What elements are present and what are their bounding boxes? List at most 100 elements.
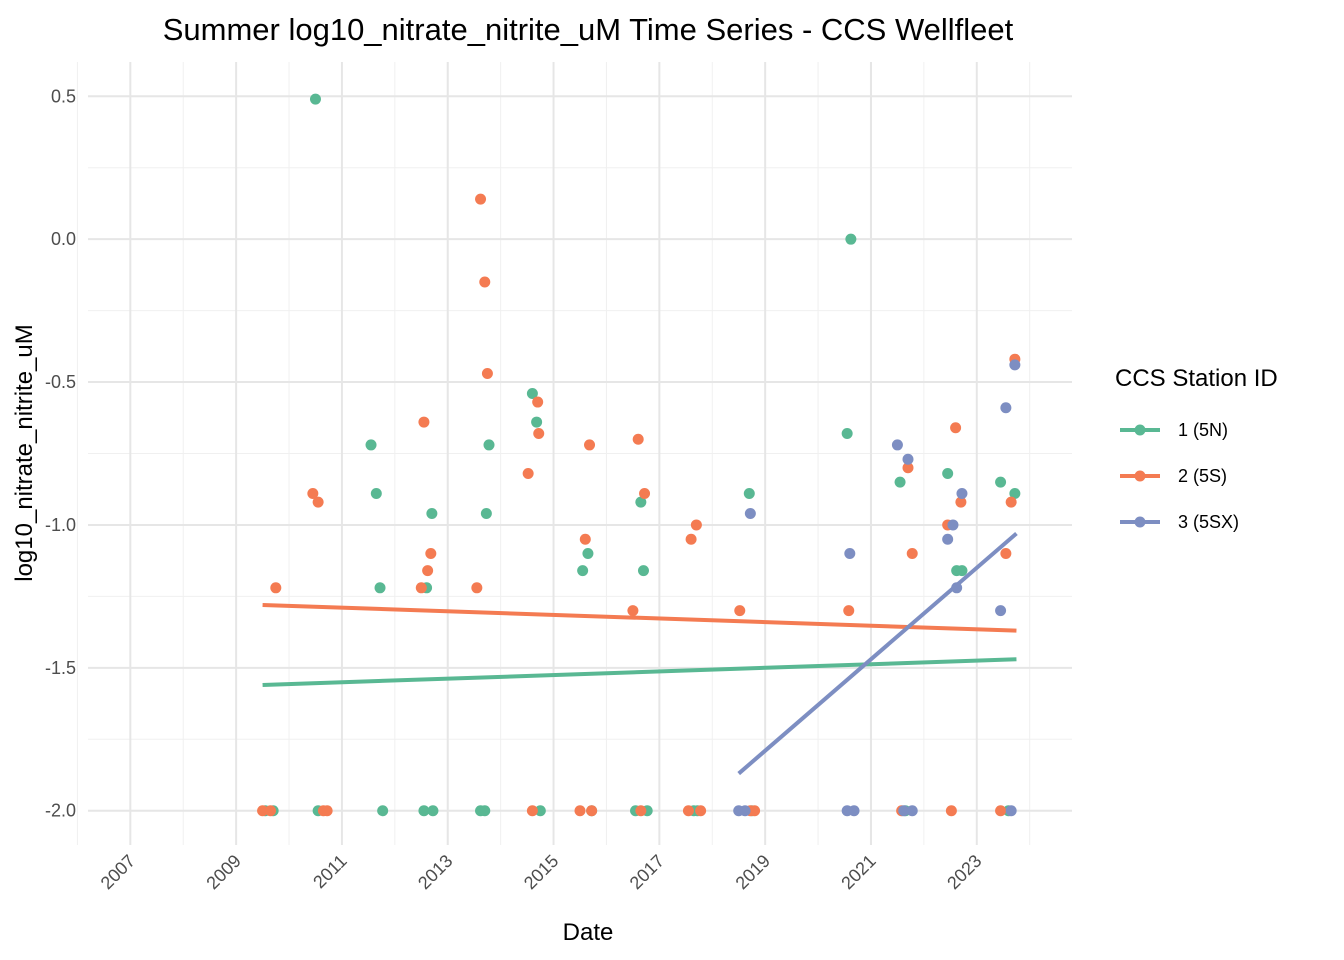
- data-point: [479, 276, 491, 288]
- data-point: [995, 805, 1007, 817]
- data-point: [682, 805, 694, 817]
- data-point: [534, 805, 546, 817]
- data-point: [312, 496, 324, 508]
- legend-key-point: [1134, 424, 1146, 436]
- legend-title: CCS Station ID: [1115, 365, 1278, 392]
- data-point: [374, 582, 386, 594]
- data-point: [942, 468, 954, 480]
- y-tick-label: 0.0: [51, 229, 76, 249]
- data-point: [422, 565, 434, 577]
- data-point: [481, 367, 493, 379]
- x-tick-label: 2019: [732, 851, 774, 893]
- data-point: [307, 488, 319, 500]
- data-point: [1009, 359, 1021, 371]
- data-point: [848, 805, 860, 817]
- data-point: [695, 805, 707, 817]
- data-point: [479, 805, 491, 817]
- trend-line: [262, 602, 1017, 633]
- data-point: [483, 439, 495, 451]
- data-point: [906, 548, 918, 560]
- data-point: [956, 565, 968, 577]
- data-point: [894, 476, 906, 488]
- data-point: [586, 805, 598, 817]
- legend-label: 1 (5N): [1178, 420, 1228, 440]
- data-point: [734, 605, 746, 617]
- trend-line: [262, 657, 1017, 687]
- trend-lines: [262, 532, 1018, 776]
- data-point: [891, 439, 903, 451]
- data-point: [270, 582, 282, 594]
- data-point: [427, 805, 439, 817]
- data-point: [1000, 402, 1012, 414]
- data-point: [841, 427, 853, 439]
- data-point: [942, 533, 954, 545]
- data-point: [950, 422, 962, 434]
- data-point: [632, 433, 644, 445]
- data-point: [579, 533, 591, 545]
- legend-item: 2 (5S): [1120, 466, 1227, 486]
- gridlines: [76, 62, 1072, 845]
- data-point: [426, 508, 438, 520]
- data-point: [480, 508, 492, 520]
- data-point: [531, 416, 543, 428]
- data-point: [577, 565, 589, 577]
- data-point: [415, 582, 427, 594]
- legend-label: 3 (5SX): [1178, 512, 1239, 532]
- data-point: [739, 805, 751, 817]
- legend-item: 1 (5N): [1120, 420, 1228, 440]
- tick-labels: -2.0 -1.5 -1.0 -0.5 0.0 0.5 2007 2009 2011 2013 20…: [45, 86, 986, 893]
- data-point: [690, 519, 702, 531]
- data-point: [418, 416, 430, 428]
- data-point: [635, 496, 647, 508]
- data-point: [945, 805, 957, 817]
- x-axis-title: Date: [563, 919, 614, 946]
- data-point: [582, 548, 594, 560]
- data-point: [425, 548, 437, 560]
- x-tick-label: 2013: [414, 851, 456, 893]
- x-tick-label: 2009: [202, 851, 244, 893]
- data-point: [995, 476, 1007, 488]
- data-point: [418, 805, 430, 817]
- data-point: [635, 805, 647, 817]
- data-point: [321, 805, 333, 817]
- y-axis-title: log10_nitrate_nitrite_uM: [11, 324, 38, 582]
- data-point: [955, 496, 967, 508]
- data-point: [947, 519, 959, 531]
- data-point: [526, 387, 538, 399]
- trend-line: [737, 532, 1018, 776]
- y-tick-label: -0.5: [45, 372, 76, 392]
- data-point: [637, 565, 649, 577]
- legend-item: 3 (5SX): [1120, 512, 1239, 532]
- chart-title: Summer log10_nitrate_nitrite_uM Time Ser…: [163, 12, 1014, 47]
- legend-key-point: [1134, 470, 1146, 482]
- x-tick-label: 2023: [943, 851, 985, 893]
- data-point: [898, 805, 910, 817]
- data-point: [1009, 488, 1021, 500]
- data-point: [309, 93, 321, 105]
- data-point: [526, 805, 538, 817]
- data-point: [1005, 805, 1017, 817]
- y-tick-label: -2.0: [45, 801, 76, 821]
- data-point: [265, 805, 277, 817]
- data-point: [749, 805, 761, 817]
- data-point: [257, 805, 269, 817]
- data-point: [1005, 496, 1017, 508]
- x-tick-label: 2017: [626, 851, 668, 893]
- data-points: [257, 93, 1021, 817]
- data-point: [902, 453, 914, 465]
- data-point: [743, 488, 755, 500]
- data-point: [574, 805, 586, 817]
- data-point: [845, 233, 857, 245]
- data-point: [533, 427, 545, 439]
- data-point: [365, 439, 377, 451]
- legend-label: 2 (5S): [1178, 466, 1227, 486]
- data-point: [1000, 548, 1012, 560]
- data-point: [377, 805, 389, 817]
- x-tick-label: 2011: [309, 851, 351, 893]
- data-point: [532, 396, 544, 408]
- data-point: [584, 439, 596, 451]
- data-point: [844, 548, 856, 560]
- data-point: [475, 193, 487, 205]
- y-tick-label: -1.0: [45, 515, 76, 535]
